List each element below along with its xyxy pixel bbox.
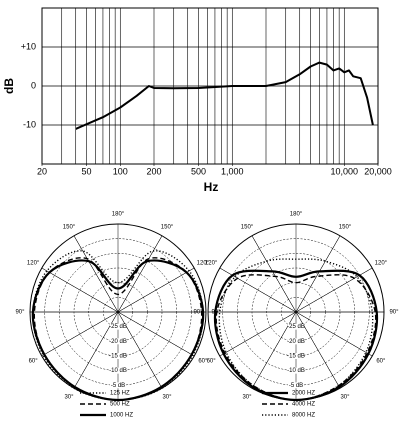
y-tick-label: 0	[31, 80, 36, 90]
ring-label-bg	[110, 323, 126, 330]
ring-label-bg	[288, 367, 304, 374]
ring-label: -15 dB	[109, 354, 127, 360]
ring-label: -10 dB	[109, 368, 127, 374]
angle-label: 180°	[290, 212, 303, 218]
ring-label-bg	[110, 338, 126, 345]
angle-label: 60°	[198, 359, 208, 365]
ring-label-bg	[288, 323, 304, 330]
ring-label-bg	[110, 353, 126, 359]
angle-label: 120°	[197, 261, 210, 267]
polar-pattern	[213, 269, 379, 402]
angle-label: 150°	[241, 225, 254, 231]
polar-pattern	[31, 259, 205, 402]
ring-label-bg	[288, 382, 304, 389]
angle-label: 120°	[205, 261, 218, 267]
x-tick-label: 500	[191, 166, 206, 176]
x-tick-label: 50	[82, 166, 92, 176]
ring-label: -20 dB	[109, 339, 127, 345]
angle-label: 120°	[27, 261, 40, 267]
x-tick-label: 20,000	[364, 166, 392, 176]
angle-label: 30°	[242, 394, 252, 400]
polar-pattern	[32, 250, 204, 401]
angle-label: 150°	[339, 225, 352, 231]
y-tick-label: -10	[23, 119, 36, 129]
polar-pattern	[218, 258, 374, 401]
angle-label: 60°	[207, 359, 217, 365]
ring-label: -15 dB	[287, 354, 305, 360]
angle-label: 120°	[375, 261, 388, 267]
legend-label: 4000 HZ	[292, 402, 315, 408]
ring-label: -25 dB	[109, 324, 127, 330]
x-tick-label: 1,000	[221, 166, 244, 176]
x-axis-label: Hz	[204, 180, 219, 194]
legend-label: 1000 HZ	[110, 413, 133, 419]
angle-label: 30°	[162, 394, 172, 400]
angle-label: 180°	[112, 212, 125, 218]
ring-label-bg	[110, 367, 126, 374]
angle-label: 60°	[29, 359, 39, 365]
angle-label: 60°	[376, 359, 386, 365]
legend-label: 2000 HZ	[292, 391, 315, 397]
legend-label: 125 HZ	[110, 391, 130, 397]
x-tick-label: 20	[37, 166, 47, 176]
ring-label: -5 dB	[289, 383, 303, 389]
ring-label-bg	[288, 338, 304, 345]
ring-label: -10 dB	[287, 368, 305, 374]
angle-label: 30°	[64, 394, 74, 400]
x-tick-label: 100	[113, 166, 128, 176]
angle-label: 30°	[340, 394, 350, 400]
polar-pattern	[215, 274, 377, 401]
legend-label: 500 HZ	[110, 402, 130, 408]
angle-label: 90°	[15, 310, 25, 316]
x-tick-label: 10,000	[331, 166, 359, 176]
ring-label: -25 dB	[287, 324, 305, 330]
response-line	[75, 61, 374, 130]
ring-label-bg	[110, 382, 126, 389]
angle-label: 90°	[193, 310, 203, 316]
ring-label-bg	[288, 353, 304, 359]
legend-label: 8000 HZ	[292, 413, 315, 419]
x-tick-label: 200	[146, 166, 161, 176]
y-axis-label: dB	[2, 78, 16, 94]
ring-label: -5 dB	[111, 383, 125, 389]
angle-label: 150°	[63, 225, 76, 231]
ring-label: -20 dB	[287, 339, 305, 345]
angle-label: 90°	[389, 310, 399, 316]
angle-label: 150°	[161, 225, 174, 231]
y-tick-label: +10	[21, 41, 36, 51]
